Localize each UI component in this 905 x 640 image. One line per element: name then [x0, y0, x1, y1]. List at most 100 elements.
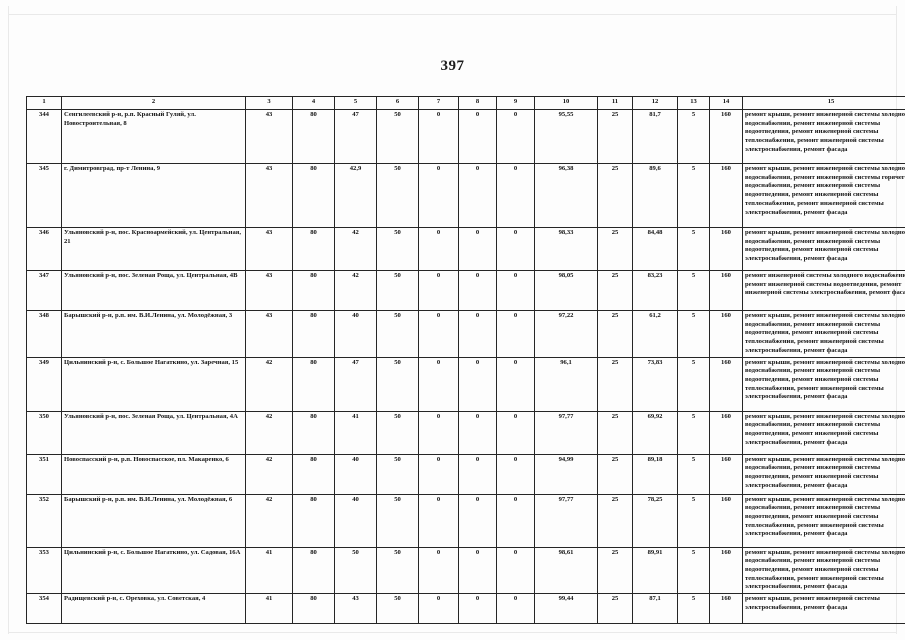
row-value-col11-cell: 25	[597, 310, 633, 358]
row-value-col7-cell: 0	[418, 163, 459, 228]
table-row: 345 г. Димитровград, пр-т Ленина, 9 43 80 42…	[26, 163, 905, 228]
row-value-col14-cell: 160	[709, 356, 743, 412]
row-value-col10-cell: 96,1	[534, 356, 598, 412]
table-row: 352 Барышский р-н, р.п. им. В.И.Ленина, у…	[26, 493, 905, 548]
row-value-col14-cell: 160	[709, 546, 743, 595]
row-value-col14-cell: 160	[709, 109, 743, 164]
row-value-col3-cell: 42	[245, 410, 293, 455]
row-value-col3-cell: 43	[245, 163, 293, 228]
row-value-col13-cell: 5	[677, 410, 710, 455]
row-value-col12-cell: 84,48	[632, 227, 678, 271]
row-value-col12-cell: 89,18	[632, 453, 678, 495]
row-value-col8-cell: 0	[458, 410, 497, 455]
row-index-cell: 347	[26, 270, 62, 311]
row-value-col6-cell: 50	[376, 227, 419, 271]
table-container: 1 2 3 4 5 6 7 8 9 10 11 12 13 14 15 34	[26, 96, 905, 625]
column-header-9: 9	[496, 96, 535, 110]
row-address-cell: Цильнинский р-н, с. Большое Нагаткино, у…	[61, 356, 246, 412]
row-value-col12-cell: 89,6	[632, 163, 678, 228]
row-value-col8-cell: 0	[458, 356, 497, 412]
row-value-col6-cell: 50	[376, 310, 419, 358]
row-address-cell: г. Димитровград, пр-т Ленина, 9	[61, 163, 246, 228]
column-header-12: 12	[632, 96, 678, 110]
row-value-col5-cell: 40	[334, 493, 377, 548]
row-value-col7-cell: 0	[418, 410, 459, 455]
row-works-cell: ремонт крыши, ремонт инженерной системы …	[742, 109, 905, 164]
column-header-13: 13	[677, 96, 710, 110]
row-value-col6-cell: 50	[376, 163, 419, 228]
row-value-col7-cell: 0	[418, 593, 459, 625]
row-value-col3-cell: 43	[245, 270, 293, 311]
row-value-col14-cell: 160	[709, 410, 743, 455]
row-value-col13-cell: 5	[677, 593, 710, 625]
row-value-col10-cell: 96,38	[534, 163, 598, 228]
row-value-col9-cell: 0	[496, 593, 535, 625]
row-value-col12-cell: 83,23	[632, 270, 678, 311]
row-value-col9-cell: 0	[496, 227, 535, 271]
row-value-col4-cell: 80	[292, 593, 335, 625]
row-value-col8-cell: 0	[458, 453, 497, 495]
row-value-col13-cell: 5	[677, 356, 710, 412]
row-value-col6-cell: 50	[376, 493, 419, 548]
row-address-cell: Барышский р-н, р.п. им. В.И.Ленина, ул. …	[61, 310, 246, 358]
page-number: 397	[440, 58, 465, 74]
row-address-cell: Барышский р-н, р.п. им. В.И.Ленина, ул. …	[61, 493, 246, 548]
row-works-cell: ремонт крыши, ремонт инженерной системы …	[742, 493, 905, 548]
row-value-col5-cell: 47	[334, 356, 377, 412]
row-value-col8-cell: 0	[458, 310, 497, 358]
row-value-col14-cell: 160	[709, 163, 743, 228]
column-header-11: 11	[597, 96, 633, 110]
row-value-col13-cell: 5	[677, 109, 710, 164]
scan-edge-left	[8, 6, 9, 634]
table-row: 344 Сенгилеевский р-н, р.п. Красный Гуляй…	[26, 109, 905, 164]
table-row: 346 Ульяновский р-н, пос. Красноармейский…	[26, 227, 905, 271]
row-address-cell: Новоспасский р-н, р.п. Новоспасское, пл.…	[61, 453, 246, 495]
row-index-cell: 345	[26, 163, 62, 228]
row-value-col10-cell: 97,77	[534, 410, 598, 455]
row-value-col5-cell: 47	[334, 109, 377, 164]
column-header-14: 14	[709, 96, 743, 110]
row-value-col10-cell: 99,44	[534, 593, 598, 625]
row-address-cell: Цильнинский р-н, с. Большое Нагаткино, у…	[61, 546, 246, 595]
row-value-col12-cell: 81,7	[632, 109, 678, 164]
row-value-col6-cell: 50	[376, 356, 419, 412]
row-value-col13-cell: 5	[677, 546, 710, 595]
row-value-col12-cell: 61,2	[632, 310, 678, 358]
row-value-col6-cell: 50	[376, 270, 419, 311]
table-row: 347 Ульяновский р-н, пос. Зеленая Роща, у…	[26, 270, 905, 311]
row-value-col12-cell: 89,91	[632, 546, 678, 595]
row-value-col4-cell: 80	[292, 410, 335, 455]
row-value-col8-cell: 0	[458, 546, 497, 595]
row-value-col9-cell: 0	[496, 410, 535, 455]
column-header-3: 3	[245, 96, 293, 110]
column-header-15: 15	[742, 96, 905, 110]
row-value-col8-cell: 0	[458, 493, 497, 548]
row-value-col13-cell: 5	[677, 227, 710, 271]
row-value-col14-cell: 160	[709, 453, 743, 495]
row-value-col4-cell: 80	[292, 546, 335, 595]
row-value-col4-cell: 80	[292, 270, 335, 311]
row-value-col13-cell: 5	[677, 453, 710, 495]
row-value-col8-cell: 0	[458, 593, 497, 625]
column-header-6: 6	[376, 96, 419, 110]
row-value-col5-cell: 43	[334, 593, 377, 625]
row-value-col3-cell: 42	[245, 356, 293, 412]
row-value-col6-cell: 50	[376, 593, 419, 625]
row-value-col3-cell: 43	[245, 227, 293, 271]
row-value-col13-cell: 5	[677, 493, 710, 548]
row-value-col7-cell: 0	[418, 109, 459, 164]
row-address-cell: Сенгилеевский р-н, р.п. Красный Гуляй, у…	[61, 109, 246, 164]
row-value-col4-cell: 80	[292, 227, 335, 271]
row-value-col11-cell: 25	[597, 546, 633, 595]
row-value-col13-cell: 5	[677, 163, 710, 228]
table-row: 351 Новоспасский р-н, р.п. Новоспасское, …	[26, 453, 905, 495]
column-header-8: 8	[458, 96, 497, 110]
row-address-cell: Ульяновский р-н, пос. Зеленая Роща, ул. …	[61, 270, 246, 311]
table-header-row: 1 2 3 4 5 6 7 8 9 10 11 12 13 14 15	[26, 96, 905, 110]
row-value-col10-cell: 98,61	[534, 546, 598, 595]
row-value-col7-cell: 0	[418, 546, 459, 595]
row-value-col12-cell: 73,83	[632, 356, 678, 412]
row-value-col9-cell: 0	[496, 109, 535, 164]
row-value-col8-cell: 0	[458, 227, 497, 271]
